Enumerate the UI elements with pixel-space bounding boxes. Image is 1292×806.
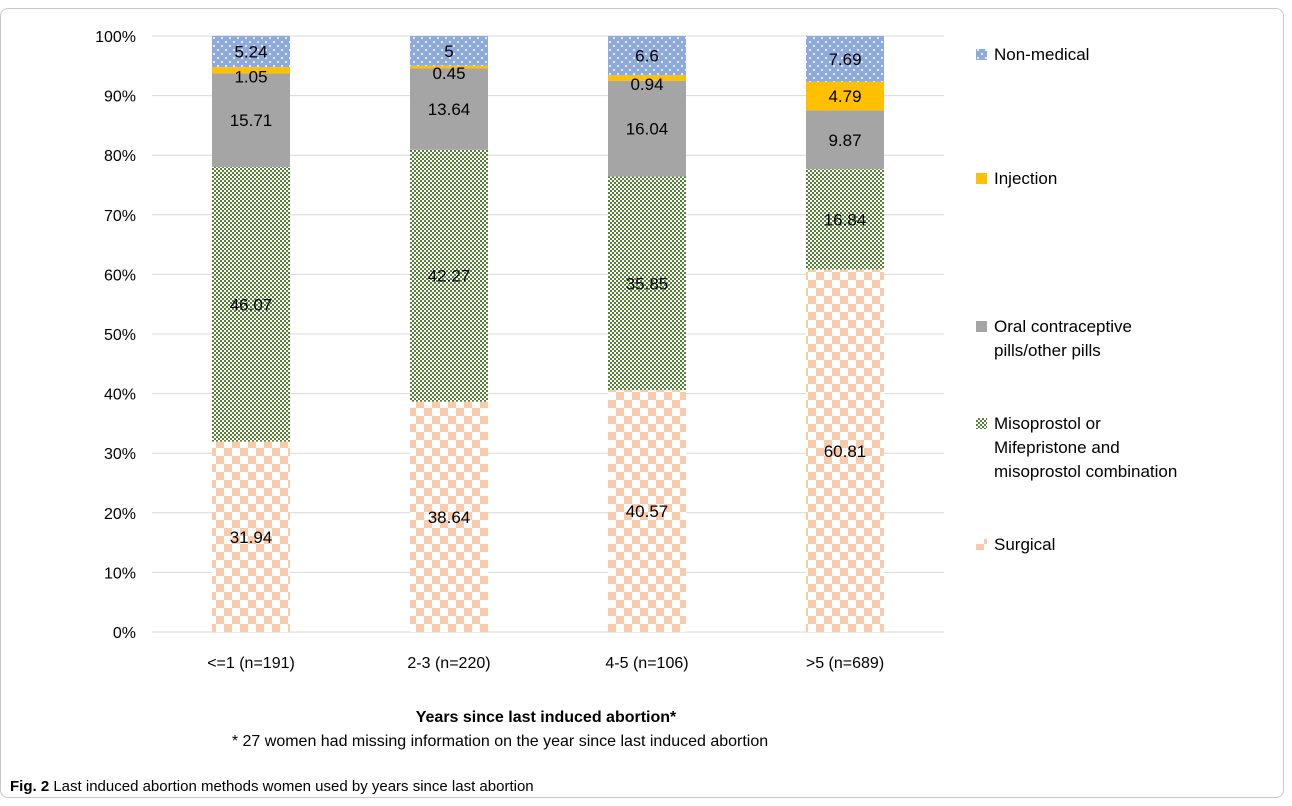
y-tick-label: 40% — [104, 387, 136, 404]
data-label: 6.6 — [635, 47, 659, 66]
bar-segment — [806, 169, 884, 270]
legend-swatch — [976, 418, 987, 429]
figure-caption-text: Last induced abortion methods women used… — [53, 778, 534, 795]
legend-label: Mifepristone and — [994, 438, 1120, 457]
y-tick-label: 30% — [104, 446, 136, 463]
data-label: 16.84 — [824, 210, 867, 229]
legend: Surgical Misoprostol or Mifepristone and mi… — [976, 45, 1177, 554]
data-label: 40.57 — [626, 502, 669, 521]
bar-segment — [608, 80, 686, 177]
legend-label: Misoprostol or — [994, 414, 1101, 433]
x-tick-label: 4-5 (n=106) — [605, 655, 688, 672]
bar-segment — [806, 36, 884, 82]
x-axis-title: Years since last induced abortion* — [416, 709, 677, 726]
x-tick-label: 2-3 (n=220) — [407, 655, 490, 672]
bar-segment — [608, 36, 686, 76]
data-label: 42.27 — [428, 267, 471, 286]
figure-label: Fig. 2 — [10, 778, 50, 795]
bar-segment — [212, 67, 290, 74]
legend-swatch — [976, 173, 987, 184]
x-tick-label: >5 (n=689) — [806, 655, 884, 672]
data-label: 5 — [444, 42, 453, 61]
y-axis-ticks: 0% 10% 20% 30% 40% 50% 60% 70% 80% 90% 100% — [95, 29, 136, 642]
y-tick-label: 20% — [104, 506, 136, 523]
bar-segment — [806, 269, 884, 632]
data-label: 13.64 — [428, 100, 471, 119]
legend-label: pills/other pills — [994, 341, 1101, 360]
x-tick-label: <=1 (n=191) — [207, 655, 295, 672]
bar-segment — [410, 149, 488, 402]
y-tick-label: 50% — [104, 327, 136, 344]
data-label: 46.07 — [230, 295, 273, 314]
bars — [212, 35, 884, 632]
data-label: 9.87 — [828, 131, 861, 150]
data-label: 4.79 — [828, 87, 861, 106]
data-label: 16.04 — [626, 120, 669, 139]
data-label: 0.94 — [630, 75, 663, 94]
data-label: 7.69 — [828, 50, 861, 69]
legend-label: Injection — [994, 169, 1057, 188]
legend-label: Surgical — [994, 535, 1055, 554]
bar-segment — [806, 81, 884, 111]
legend-label: Non-medical — [994, 45, 1089, 64]
bar-segment — [608, 176, 686, 391]
x-axis-ticks: <=1 (n=191) 2-3 (n=220) 4-5 (n=106) >5 (n=6… — [207, 655, 884, 672]
bar-segment — [212, 73, 290, 168]
data-label: 38.64 — [428, 508, 471, 527]
bar-segment — [410, 68, 488, 150]
bar-segment — [608, 390, 686, 632]
y-tick-label: 0% — [113, 625, 136, 642]
bar-segment — [410, 401, 488, 632]
bar-segment — [410, 36, 488, 66]
legend-label: misoprostol combination — [994, 462, 1177, 481]
data-label: 1.05 — [234, 67, 267, 86]
legend-label: Oral contraceptive — [994, 317, 1132, 336]
data-label: 60.81 — [824, 442, 867, 461]
data-label: 35.85 — [626, 274, 669, 293]
y-tick-label: 10% — [104, 565, 136, 582]
y-tick-label: 70% — [104, 208, 136, 225]
data-label: 0.45 — [432, 64, 465, 83]
bar-segment — [608, 75, 686, 81]
bar-segment — [806, 110, 884, 170]
y-tick-label: 90% — [104, 89, 136, 106]
y-tick-label: 80% — [104, 148, 136, 165]
figure-caption: Fig. 2 Last induced abortion methods wom… — [10, 778, 534, 795]
figure-frame — [0, 8, 1284, 798]
footnote: * 27 women had missing information on th… — [232, 733, 768, 750]
data-label: 15.71 — [230, 111, 273, 130]
data-labels: 31.94 46.07 15.71 1.05 5.24 38.64 42.27 13.64 0.… — [230, 42, 867, 547]
y-tick-label: 100% — [95, 29, 136, 46]
bar-segment — [212, 35, 290, 68]
legend-swatch — [976, 321, 987, 332]
bar-segment — [410, 65, 488, 69]
bar-segment — [212, 167, 290, 442]
y-tick-label: 60% — [104, 267, 136, 284]
data-label: 31.94 — [230, 528, 273, 547]
legend-swatch — [976, 49, 987, 60]
bar-segment — [212, 441, 290, 632]
data-label: 5.24 — [234, 43, 267, 62]
legend-swatch — [976, 539, 987, 550]
